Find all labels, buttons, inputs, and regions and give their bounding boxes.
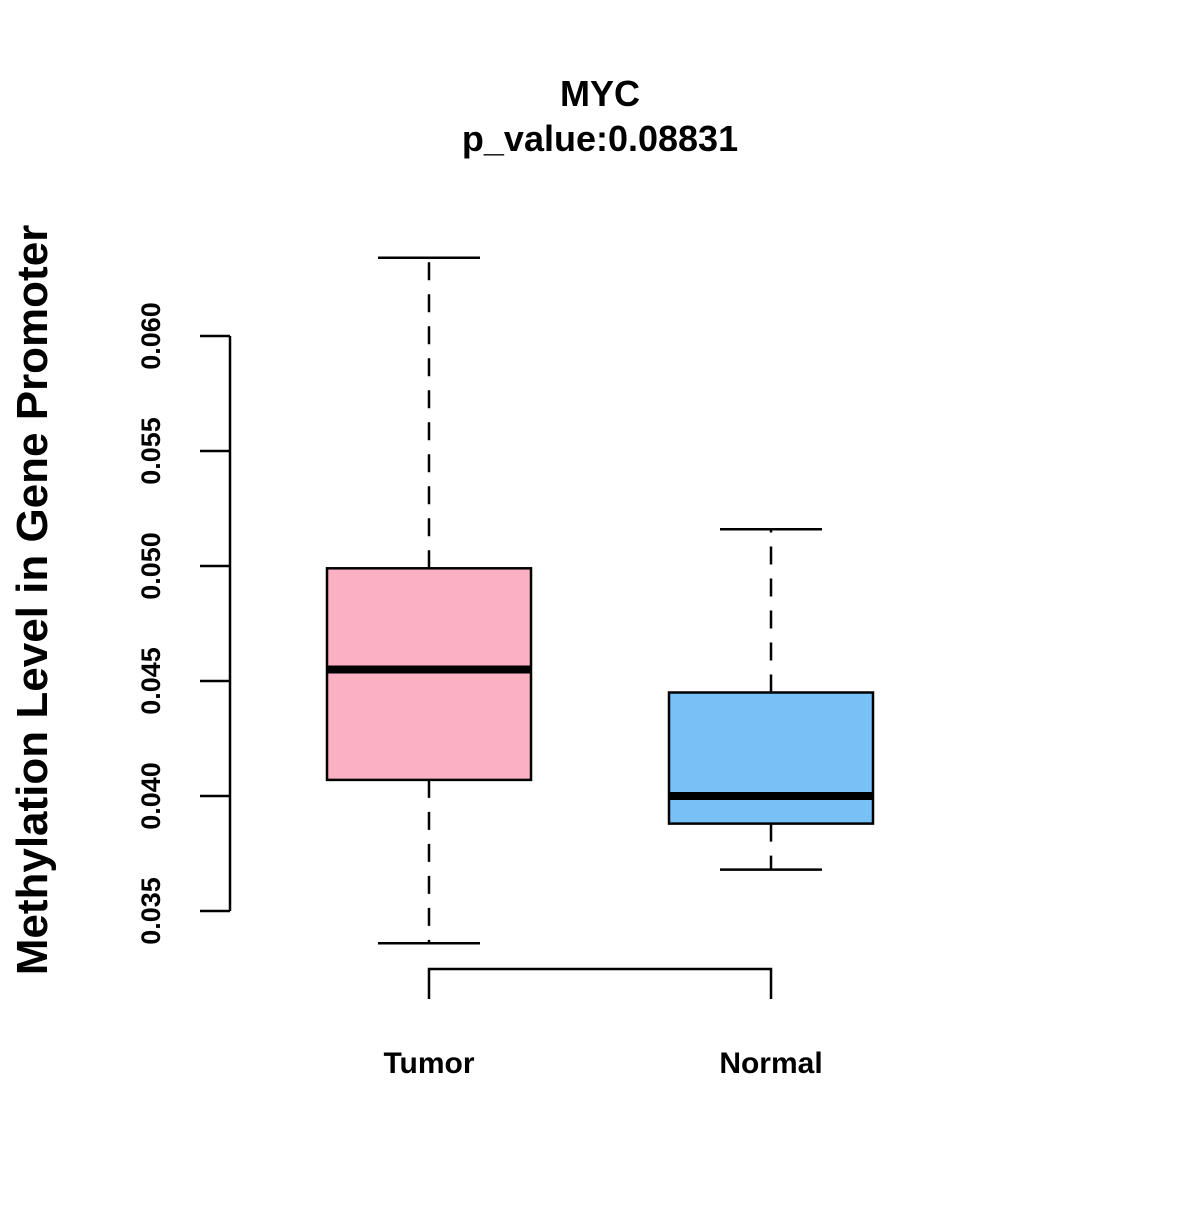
y-tick-label: 0.045 <box>136 647 166 715</box>
comparison-bracket <box>427 967 773 999</box>
x-category-label: Tumor <box>383 1047 474 1080</box>
y-tick-label: 0.050 <box>136 532 166 600</box>
y-tick-label: 0.040 <box>136 762 166 830</box>
y-tick-label: 0.060 <box>136 302 166 370</box>
plot-layer: 0.035 0.040 0.045 0.050 0.055 0.060 Tumor Norma… <box>136 256 875 1080</box>
chart-title: MYC <box>560 73 640 114</box>
x-category-label: Normal <box>719 1047 822 1080</box>
y-tick-label: 0.055 <box>136 417 166 485</box>
y-axis-label: Methylation Level in Gene Promoter <box>8 225 57 976</box>
chart-subtitle: p_value:0.08831 <box>462 118 738 159</box>
box-tumor <box>325 567 533 782</box>
y-tick-label: 0.035 <box>136 877 166 945</box>
box-normal <box>667 691 875 825</box>
